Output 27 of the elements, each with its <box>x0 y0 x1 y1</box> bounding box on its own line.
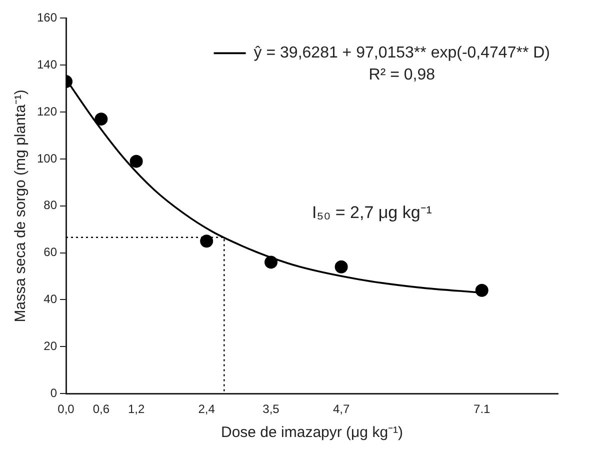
y-tick-label: 100 <box>36 151 58 166</box>
y-tick-label: 0 <box>50 386 58 400</box>
annotation: I₅₀ = 2,7 μg kg⁻¹ <box>312 203 432 222</box>
y-tick-label: 40 <box>44 292 58 306</box>
y-tick-label: 140 <box>36 57 58 72</box>
legend-label: ŷ = 39,6281 + 97,0153** exp(-0,4747** D) <box>254 44 550 62</box>
point <box>200 234 214 248</box>
x-tick-label: 7.1 <box>474 402 491 416</box>
point <box>334 260 348 274</box>
y-axis-title: Massa seca de sorgo (mg planta⁻¹) <box>12 90 30 322</box>
point <box>264 256 278 269</box>
point <box>475 284 488 297</box>
annotation: R² = 0,98 <box>368 66 436 84</box>
y-tick-label: 80 <box>44 198 58 212</box>
y-tick-label: 120 <box>36 104 58 118</box>
x-tick-label: 0,6 <box>92 402 110 416</box>
point <box>94 112 108 126</box>
x-tick-label: 4,7 <box>332 402 350 416</box>
point <box>130 154 143 168</box>
y-tick-label: 60 <box>44 245 58 260</box>
x-tick-label: 0,0 <box>58 402 75 416</box>
x-axis-title: Dose de imazapyr (μg kg⁻¹) <box>220 424 404 442</box>
x-tick-label: 1,2 <box>128 402 145 416</box>
y-tick-label: 160 <box>36 10 58 25</box>
y-tick-label: 20 <box>44 338 58 353</box>
x-tick-label: 3,5 <box>262 402 280 416</box>
x-tick-label: 2,4 <box>198 402 216 416</box>
